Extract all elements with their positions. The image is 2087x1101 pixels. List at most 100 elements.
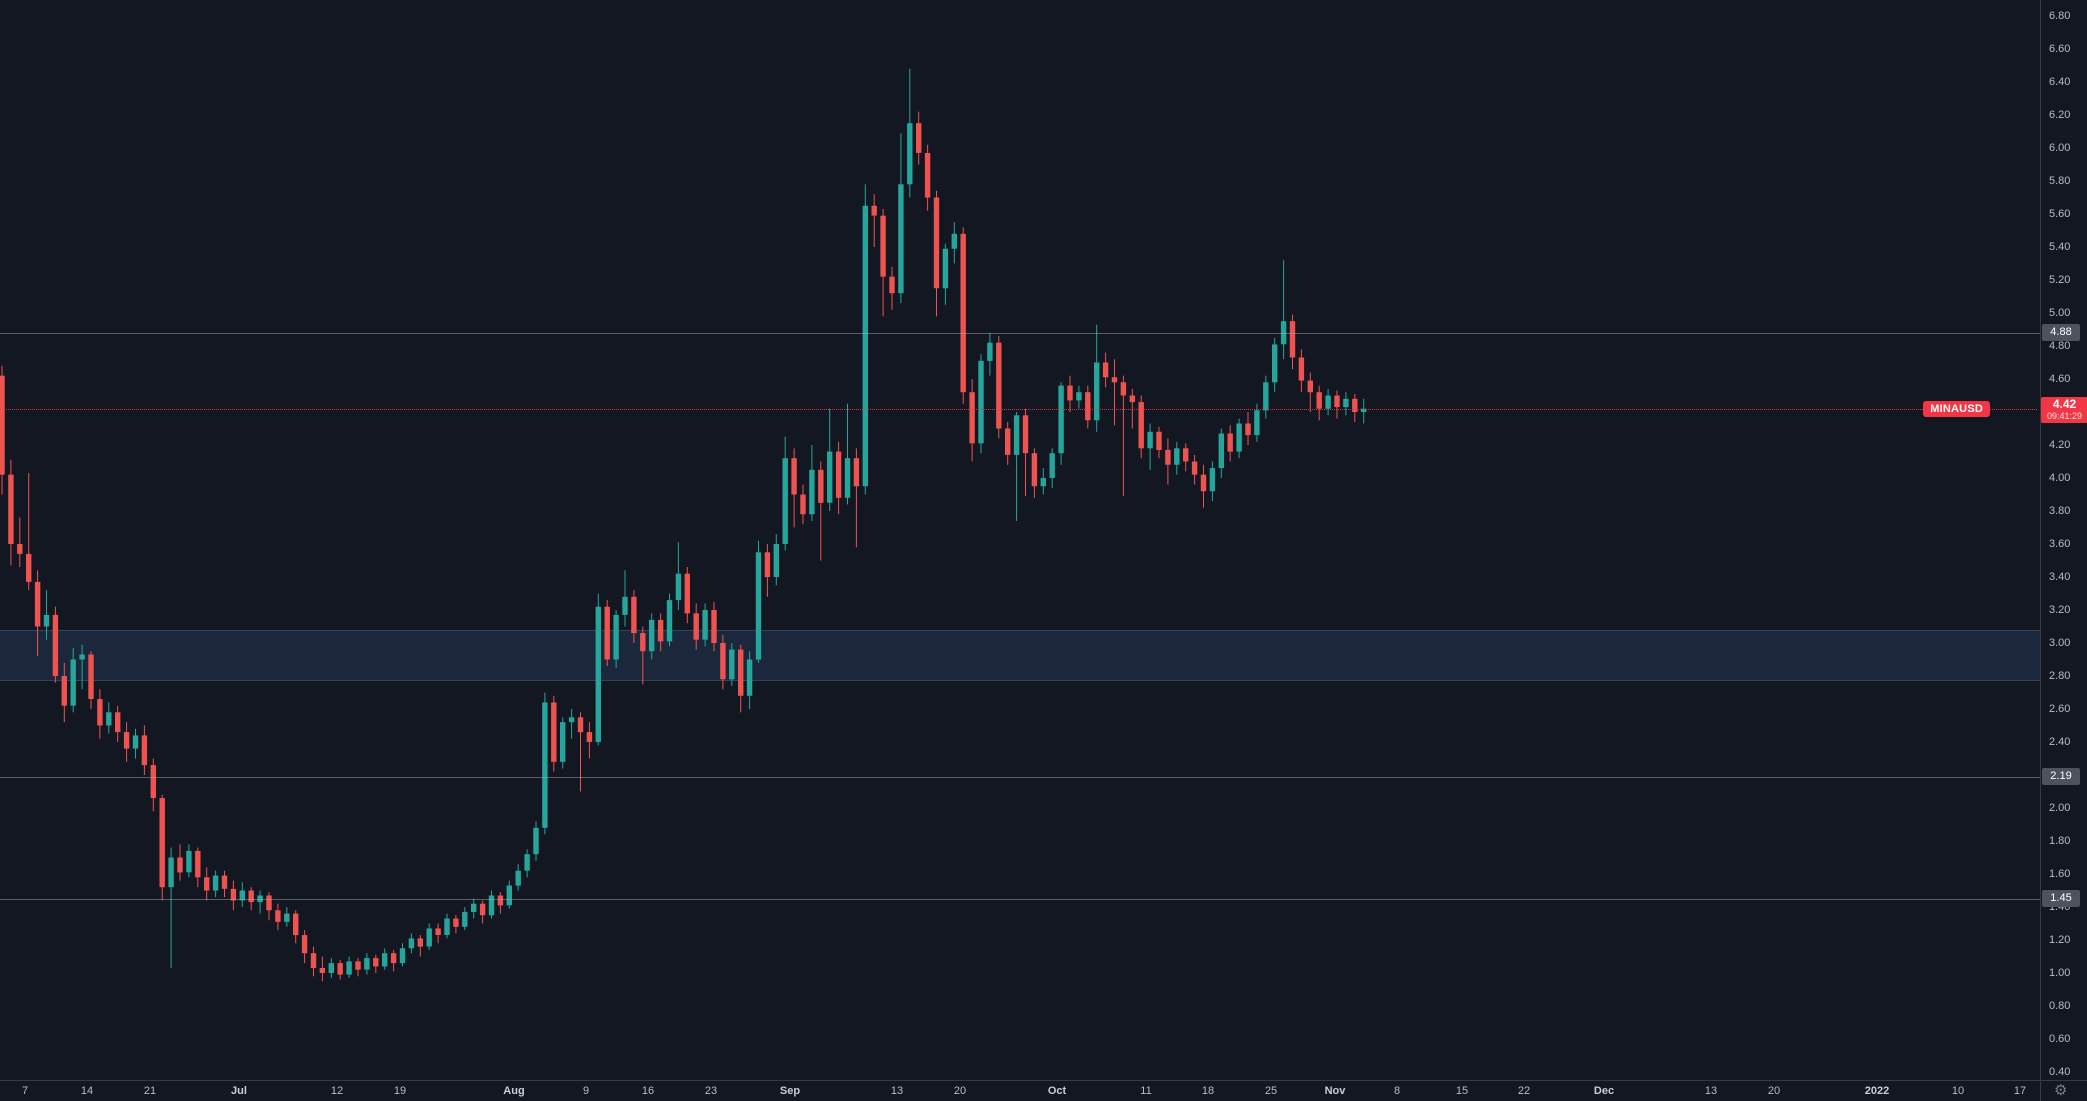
candle-body	[1085, 392, 1091, 421]
candle-body	[542, 702, 548, 828]
candle-body	[693, 613, 699, 640]
price-level-line[interactable]	[0, 332, 2040, 334]
candle-body	[675, 573, 682, 601]
candle-body	[746, 659, 753, 696]
symbol-price-flag[interactable]: MINAUSD	[1923, 401, 1990, 417]
candle-body	[1298, 357, 1305, 381]
candle-body	[204, 877, 210, 891]
price-tick-label: 6.60	[2049, 43, 2071, 55]
candle-body	[1280, 321, 1287, 345]
candle-body	[52, 614, 59, 676]
candle-body	[106, 712, 112, 726]
time-tick-label-major: 2022	[1864, 1085, 1890, 1097]
price-tick-label: 0.60	[2049, 1033, 2071, 1045]
candle-body	[1138, 402, 1144, 449]
time-axis[interactable]: 7 14 21 Jul 12 19 Aug 9 16 23 Sep 13 20 Oct 11 18 25 Nov 8…	[0, 1080, 2087, 1101]
candle-body	[755, 552, 762, 660]
candle-body	[453, 918, 459, 927]
time-tick-label: 20	[953, 1085, 967, 1097]
candle-body	[301, 935, 308, 954]
chart-pane[interactable]: MINAUSD	[0, 0, 2040, 1080]
time-tick-label-major: Sep	[779, 1085, 801, 1097]
candle-body	[1334, 395, 1340, 408]
time-tick-label: 9	[582, 1085, 590, 1097]
candle-body	[720, 643, 726, 680]
candle-body	[1200, 474, 1207, 492]
candle-body	[230, 888, 237, 901]
candle-body	[791, 458, 797, 495]
price-tick-label: 6.20	[2049, 109, 2071, 121]
candle-body	[666, 600, 673, 642]
price-tick-label: 4.00	[2049, 472, 2071, 484]
candle-body	[1227, 433, 1233, 452]
price-tick-label: 3.00	[2049, 637, 2071, 649]
price-tick-label: 5.40	[2049, 241, 2071, 253]
candle-body	[186, 850, 192, 873]
candle-body	[355, 961, 361, 970]
time-tick-label: 10	[1951, 1085, 1965, 1097]
candle-body	[319, 968, 326, 973]
candle-body	[115, 712, 121, 733]
candle-body	[960, 233, 966, 393]
candle-body	[506, 885, 512, 906]
candle-body	[951, 233, 957, 249]
axis-corner-separator	[2040, 1081, 2041, 1101]
settings-gear-icon[interactable]: ⚙	[2054, 1082, 2068, 1099]
price-tick-label: 5.60	[2049, 208, 2071, 220]
candle-body	[221, 875, 228, 889]
candle-body	[275, 910, 281, 922]
candle-body	[1005, 428, 1011, 455]
candle-body	[177, 857, 183, 873]
candle-body	[88, 654, 94, 699]
price-tick-label: 3.40	[2049, 571, 2071, 583]
price-tick-label: 6.80	[2049, 10, 2071, 22]
time-tick-label-major: Dec	[1593, 1085, 1615, 1097]
candle-body	[551, 702, 557, 762]
candle-body	[889, 276, 895, 294]
time-tick-label-major: Nov	[1324, 1085, 1346, 1097]
candle-body	[907, 123, 913, 185]
candle-body	[1031, 453, 1038, 487]
time-tick-label: 13	[1704, 1085, 1718, 1097]
candle-body	[61, 676, 67, 706]
candle-body	[364, 958, 370, 970]
candle-body	[942, 248, 949, 289]
time-tick-label: 20	[1767, 1085, 1781, 1097]
time-tick-label: 19	[393, 1085, 407, 1097]
bar-close-countdown: 09:41:29	[2046, 411, 2083, 421]
candle-body	[1067, 385, 1073, 401]
candle-body	[924, 153, 931, 198]
time-tick-label: 8	[1393, 1085, 1401, 1097]
candle-body	[293, 913, 299, 936]
current-price-value: 4.42	[2052, 397, 2077, 411]
candle-body	[916, 123, 922, 153]
candle-body	[17, 544, 23, 554]
price-level-line[interactable]	[0, 776, 2040, 778]
candle-body	[560, 722, 566, 762]
time-tick-label: 14	[80, 1085, 94, 1097]
candle-body	[239, 890, 245, 901]
price-level-badge: 1.45	[2042, 890, 2080, 907]
candle-body	[408, 938, 415, 949]
candle-body	[257, 895, 263, 903]
candle-body	[1156, 431, 1162, 450]
candle-body	[764, 552, 771, 578]
candle-body	[684, 573, 690, 614]
price-tick-label: 6.40	[2049, 76, 2071, 88]
time-tick-label: 25	[1264, 1085, 1278, 1097]
candle-body	[800, 494, 806, 515]
candle-body	[150, 765, 156, 799]
current-price-badge: 4.42 09:41:29	[2041, 397, 2087, 423]
candle-body	[1129, 395, 1135, 403]
candle-body	[1236, 423, 1242, 452]
candle-body	[284, 913, 290, 922]
candle-body	[515, 870, 521, 886]
candle-body	[853, 458, 860, 487]
price-level-line[interactable]	[0, 898, 2040, 900]
time-tick-label: 18	[1201, 1085, 1215, 1097]
candle-body	[1183, 448, 1189, 462]
time-tick-label: 22	[1517, 1085, 1531, 1097]
time-tick-label: 23	[704, 1085, 718, 1097]
candle-body	[8, 474, 14, 544]
price-axis[interactable]: 6.80 6.60 6.40 6.20 6.00 5.80 5.60 5.40 5.20 5.00…	[2040, 0, 2087, 1080]
